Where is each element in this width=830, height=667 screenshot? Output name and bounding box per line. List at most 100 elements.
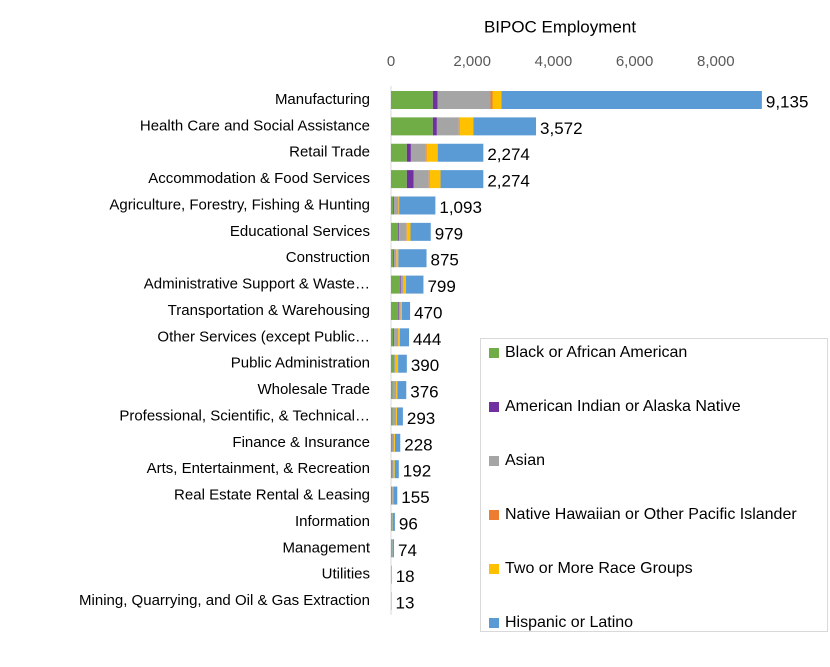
legend-label: Black or African American	[505, 343, 687, 363]
bar-segment	[398, 355, 407, 373]
legend-label: American Indian or Alaska Native	[505, 397, 741, 417]
bar-segment	[473, 117, 536, 135]
total-label: 979	[435, 224, 463, 243]
total-label: 3,572	[540, 119, 583, 138]
bar-segment	[395, 460, 399, 478]
legend-item: Two or More Race Groups	[489, 559, 827, 613]
bar-segment	[392, 434, 394, 452]
bar-segment	[414, 170, 429, 188]
legend-item: Hispanic or Latino	[489, 613, 827, 667]
y-tick-label: Wholesale Trade	[257, 381, 370, 398]
bar-segment	[397, 407, 403, 425]
y-tick-label: Health Care and Social Assistance	[140, 117, 370, 134]
y-tick-label: Other Services (except Public…	[157, 328, 370, 345]
bar-segment	[391, 381, 393, 399]
bar-segment	[391, 249, 393, 267]
bar-segment	[398, 223, 399, 241]
bar-segment	[391, 144, 407, 162]
bar-segment	[391, 276, 400, 294]
total-label: 470	[414, 303, 442, 322]
legend-label: Hispanic or Latino	[505, 613, 633, 633]
bar-segment	[391, 223, 398, 241]
bar-segment	[391, 355, 393, 373]
bar-segment	[401, 276, 403, 294]
y-tick-label: Arts, Entertainment, & Recreation	[147, 460, 370, 477]
bar-segment	[433, 117, 437, 135]
bar-segment	[391, 91, 433, 109]
legend-swatch	[489, 402, 499, 412]
bar-segment	[391, 328, 393, 346]
bar-segment	[399, 196, 435, 214]
total-label: 9,135	[766, 92, 809, 111]
bar-segment	[397, 381, 406, 399]
bar-segment	[459, 117, 460, 135]
total-label: 18	[396, 567, 415, 586]
bar-segment	[460, 117, 474, 135]
bar-segment	[391, 539, 392, 557]
total-label: 13	[396, 594, 415, 613]
bar-segment	[399, 196, 400, 214]
y-tick-label: Manufacturing	[275, 91, 370, 108]
bar-segment	[397, 249, 399, 267]
bar-segment	[394, 434, 395, 452]
y-tick-label: Mining, Quarrying, and Oil & Gas Extract…	[79, 592, 370, 609]
bar-segment	[391, 407, 393, 425]
bar-segment	[391, 434, 392, 452]
legend-item: Asian	[489, 451, 827, 505]
y-tick-label: Finance & Insurance	[232, 434, 370, 451]
legend-swatch	[489, 510, 499, 520]
bar-segment	[407, 170, 414, 188]
total-label: 155	[401, 488, 429, 507]
bar-segment	[396, 381, 397, 399]
total-label: 444	[413, 330, 441, 349]
bar-segment	[391, 170, 407, 188]
legend-label: Asian	[505, 451, 545, 471]
total-label: 293	[407, 409, 435, 428]
y-tick-label: Utilities	[322, 566, 370, 583]
y-tick-label: Construction	[286, 249, 370, 266]
bar-segment	[393, 407, 396, 425]
bar-segment	[427, 144, 438, 162]
total-label: 74	[398, 541, 417, 560]
total-label: 875	[431, 251, 459, 270]
bar-segment	[411, 144, 426, 162]
bar-segment	[401, 302, 402, 320]
bar-segment	[429, 170, 430, 188]
bar-segment	[407, 144, 411, 162]
bar-segment	[394, 328, 398, 346]
bar-segment	[391, 513, 392, 531]
bar-segment	[441, 170, 484, 188]
x-tick-label: 8,000	[697, 53, 735, 70]
bar-segment	[391, 302, 398, 320]
bar-segment	[391, 117, 433, 135]
x-tick-label: 2,000	[453, 53, 491, 70]
legend: Black or African American American Indian…	[480, 338, 828, 632]
total-label: 228	[404, 435, 432, 454]
legend-swatch	[489, 564, 499, 574]
y-tick-label: Public Administration	[231, 355, 370, 372]
legend-item: American Indian or Alaska Native	[489, 397, 827, 451]
bar-segment	[410, 223, 430, 241]
total-label: 390	[411, 356, 439, 375]
total-label: 96	[399, 514, 418, 533]
y-tick-label: Agriculture, Forestry, Fishing & Hunting	[109, 196, 370, 213]
x-tick-label: 4,000	[535, 53, 573, 70]
bar-segment	[392, 487, 393, 505]
bar-segment	[407, 223, 411, 241]
legend-swatch	[489, 618, 499, 628]
bar-segment	[393, 381, 396, 399]
bar-segment	[394, 460, 395, 478]
legend-item: Black or African American	[489, 343, 827, 397]
bar-segment	[398, 328, 400, 346]
bar-segment	[406, 276, 423, 294]
bar-segment	[493, 91, 502, 109]
bar-segment	[501, 91, 761, 109]
legend-label: Native Hawaiian or Other Pacific Islande…	[505, 505, 797, 525]
bar-segment	[400, 328, 409, 346]
bar-segment	[438, 144, 484, 162]
bar-segment	[430, 170, 441, 188]
bar-segment	[393, 249, 394, 267]
y-tick-label: Retail Trade	[289, 144, 370, 161]
chart-title: BIPOC Employment	[484, 17, 636, 36]
